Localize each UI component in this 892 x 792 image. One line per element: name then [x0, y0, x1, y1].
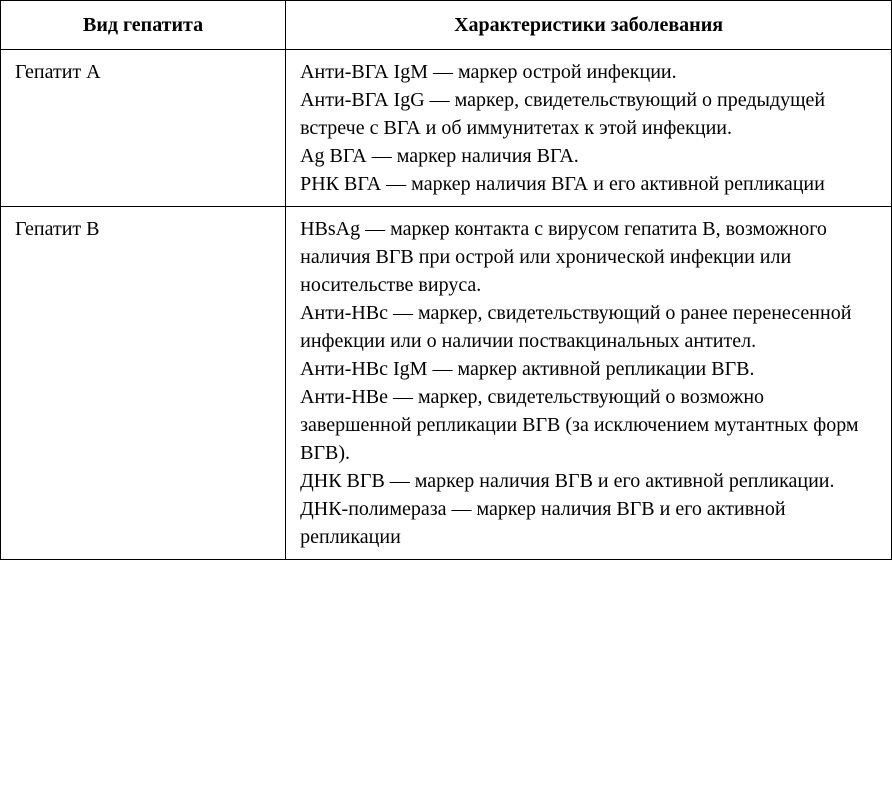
header-type: Вид гепатита — [1, 1, 286, 50]
table-row: Гепатит В HBsAg — маркер контакта с виру… — [1, 207, 892, 560]
cell-desc: Анти-ВГА IgM — маркер острой инфекции. А… — [286, 50, 892, 207]
hepatitis-table: Вид гепатита Характеристики заболевания … — [0, 0, 892, 560]
desc-text: HBsAg — маркер контакта с вирусом гепати… — [300, 218, 863, 548]
cell-type: Гепатит А — [1, 50, 286, 207]
type-text: Гепатит В — [15, 218, 100, 240]
desc-text: Анти-ВГА IgM — маркер острой инфекции. А… — [300, 61, 830, 195]
cell-type: Гепатит В — [1, 207, 286, 560]
table-row: Гепатит А Анти-ВГА IgM — маркер острой и… — [1, 50, 892, 207]
type-text: Гепатит А — [15, 61, 101, 83]
cell-desc: HBsAg — маркер контакта с вирусом гепати… — [286, 207, 892, 560]
header-row: Вид гепатита Характеристики заболевания — [1, 1, 892, 50]
header-desc: Характеристики заболевания — [286, 1, 892, 50]
